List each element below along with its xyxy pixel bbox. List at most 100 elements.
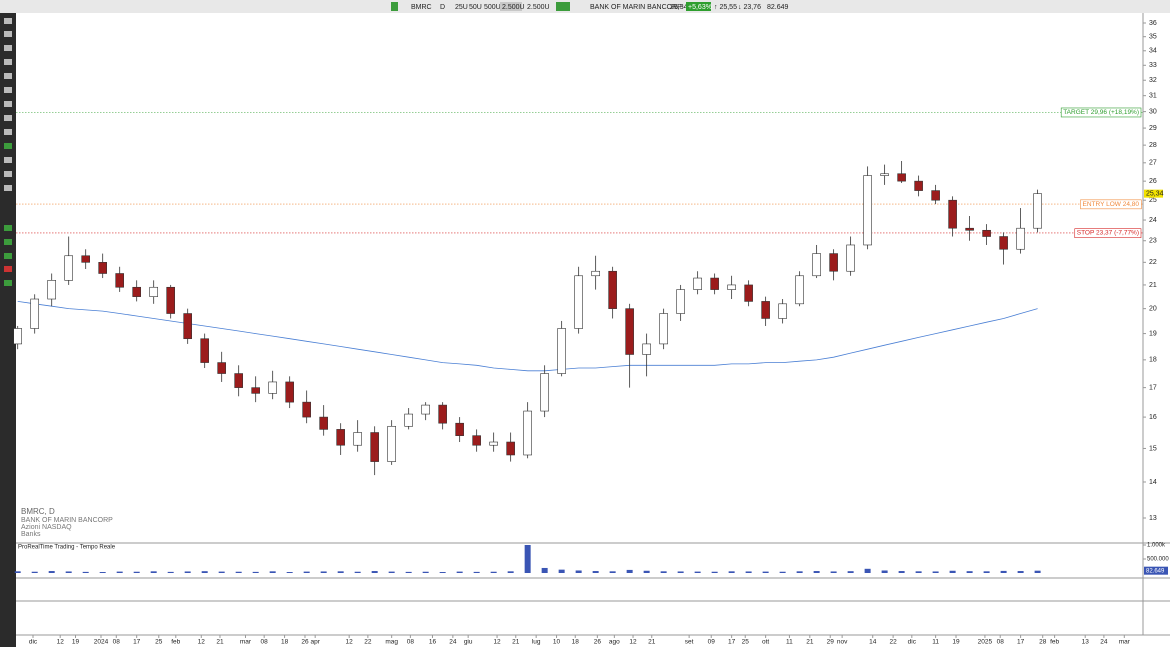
tool-icon[interactable] (4, 171, 12, 177)
size-field[interactable]: 2.500U (527, 4, 550, 11)
x-tick-label: 16 (429, 639, 437, 646)
tool-icon[interactable] (4, 101, 12, 107)
candle-body (897, 173, 906, 182)
volume-bar (388, 571, 395, 573)
candle-body (234, 373, 243, 388)
candle-body (1016, 227, 1025, 250)
x-tick-label: giu (464, 639, 473, 646)
size-option[interactable]: 500U (484, 4, 501, 11)
volume-bar (252, 571, 259, 573)
candle-body (846, 244, 855, 272)
volume-bar (48, 571, 55, 573)
tool-icon[interactable] (4, 73, 12, 79)
tool-icon[interactable] (4, 225, 12, 231)
y-tick-label: 15 (1149, 445, 1157, 452)
y-tick-label: 35 (1149, 34, 1157, 41)
x-tick-label: nov (837, 639, 848, 646)
candle-body (982, 229, 991, 237)
watch-icon[interactable] (391, 2, 398, 11)
x-tick-label: 19 (952, 639, 960, 646)
volume-bar (524, 545, 531, 573)
volume-bar (133, 571, 140, 573)
volume-bar (371, 571, 378, 573)
size-selected-bg (500, 2, 522, 11)
volume-badge-label: 82.649 (1146, 568, 1165, 574)
x-tick-label: 14 (869, 639, 877, 646)
toolbar (0, 0, 1170, 13)
tool-icon[interactable] (4, 266, 12, 272)
x-tick-label: 11 (932, 639, 939, 646)
candle-body (64, 255, 73, 281)
last-price: 25,34 (670, 4, 688, 11)
data-source: ProRealTime Trading - Tempo Reale (18, 545, 116, 551)
size-option[interactable]: 2.500U (502, 4, 525, 11)
y-tick-label: 13 (1149, 515, 1157, 522)
change: +5,63% (688, 4, 712, 11)
candle-body (914, 180, 923, 191)
candle-body (166, 286, 175, 314)
y-tick-label: 29 (1149, 125, 1157, 132)
symbol[interactable]: BMRC (411, 4, 432, 11)
tool-icon[interactable] (4, 87, 12, 93)
volume-bar (116, 571, 123, 573)
x-tick-label: 26 (301, 639, 309, 646)
tool-icon[interactable] (4, 239, 12, 245)
candle-body (98, 262, 107, 274)
candle-body (132, 286, 141, 297)
candle-body (642, 343, 651, 355)
tool-icon[interactable] (4, 280, 12, 286)
period[interactable]: D (440, 4, 445, 11)
candle-body (336, 429, 345, 446)
tool-icon[interactable] (4, 253, 12, 259)
x-tick-label: 12 (493, 639, 501, 646)
x-tick-label: apr (310, 639, 320, 646)
candle-body (217, 362, 226, 374)
tool-icon[interactable] (4, 45, 12, 51)
size-option[interactable]: 50U (469, 4, 482, 11)
level-label: ENTRY LOW 24,80 (1083, 201, 1140, 208)
volume-bar (235, 571, 242, 573)
tool-icon[interactable] (4, 59, 12, 65)
x-tick-label: set (685, 639, 694, 646)
y-tick-label: 30 (1149, 108, 1157, 115)
candle-body (30, 298, 39, 329)
tool-icon[interactable] (4, 31, 12, 37)
volume-bar (439, 572, 446, 573)
y-tick-label: 21 (1149, 282, 1157, 289)
tool-icon[interactable] (4, 18, 12, 24)
size-option[interactable]: 25U (455, 4, 468, 11)
x-tick-label: 21 (512, 639, 520, 646)
y-tick-label: 16 (1149, 414, 1157, 421)
tool-icon[interactable] (4, 115, 12, 121)
x-tick-label: 12 (57, 639, 65, 646)
y-tick-label: 19 (1149, 330, 1157, 337)
candle-body (608, 270, 617, 309)
x-tick-label: 21 (216, 639, 224, 646)
candle-body (489, 441, 498, 446)
candle-body (302, 401, 311, 418)
chart-icon[interactable] (556, 2, 570, 11)
volume-bar (541, 567, 548, 573)
x-tick-label: mag (385, 639, 398, 646)
volume-bar (796, 571, 803, 573)
x-tick-label: 2025 (978, 639, 993, 646)
candle-body (625, 308, 634, 355)
level-label-box (1074, 228, 1142, 238)
tool-icon[interactable] (4, 185, 12, 191)
candle-body (506, 441, 515, 456)
tool-icon[interactable] (4, 143, 12, 149)
x-tick-label: feb (1050, 639, 1059, 646)
candle-body (676, 289, 685, 314)
y-tick-label: 17 (1149, 384, 1157, 391)
candle-body (557, 328, 566, 374)
candle-body (421, 404, 430, 415)
tool-icon[interactable] (4, 129, 12, 135)
instrument-name: BANK OF MARIN BANCORP (590, 4, 682, 11)
candle-body (455, 422, 464, 436)
tool-icon[interactable] (4, 157, 12, 163)
volume-bar (881, 570, 888, 573)
volume-bar (1000, 570, 1007, 573)
x-tick-label: mar (240, 639, 252, 646)
toolbar-items: BMRC D 25U 50U 500U 2.500U 2.500U BANK O… (391, 2, 789, 11)
x-tick-label: 11 (786, 639, 793, 646)
